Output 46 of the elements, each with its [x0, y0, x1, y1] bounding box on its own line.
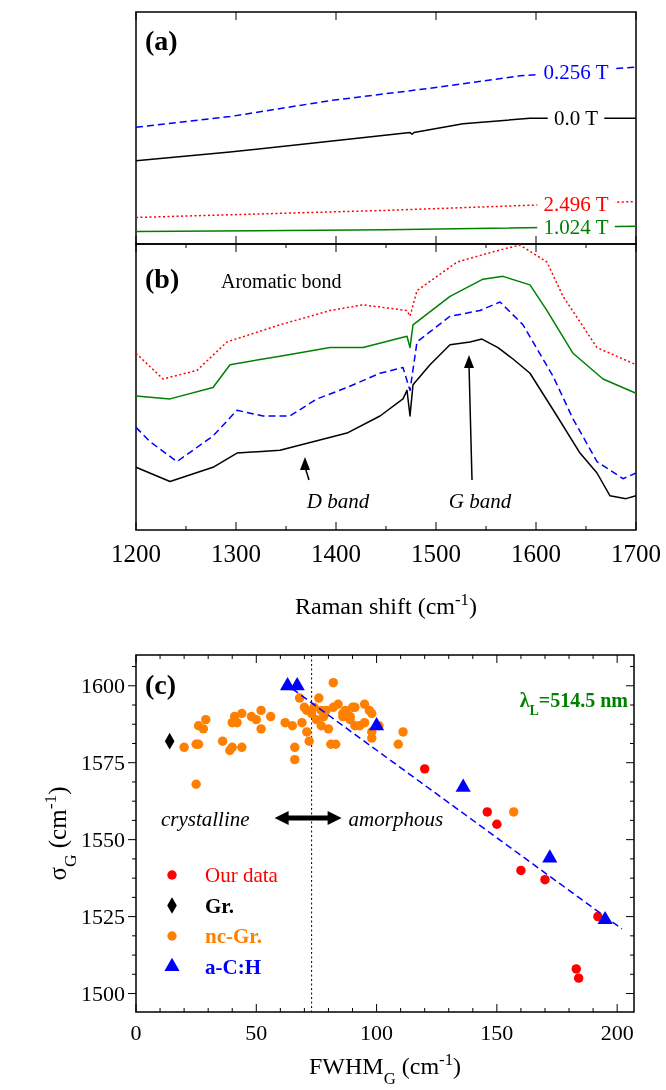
x-tick-label: 0 [130, 1020, 142, 1045]
x-tick-label: 150 [480, 1020, 514, 1045]
x-tick-label: 200 [600, 1020, 634, 1045]
point [542, 849, 558, 863]
point [455, 778, 471, 792]
x-tick-label: 50 [245, 1020, 268, 1045]
annotation: λ$_{L}$=514.5 nm [519, 689, 629, 718]
x-tick-label: 1300 [211, 540, 261, 567]
series-label: 0.256 T [543, 59, 609, 84]
y-tick-label: 1500 [81, 980, 125, 1006]
annotation: (c) [145, 669, 177, 700]
point [368, 717, 385, 731]
series-label: 0.0 T [554, 106, 599, 131]
legend-label: nc-Gr. [205, 924, 262, 948]
annotation: amorphous [348, 807, 444, 831]
point [516, 865, 526, 876]
legend-label: a-C:H [205, 954, 261, 979]
x-tick-label: 1600 [511, 540, 561, 567]
series-label: 2.496 T [543, 191, 609, 216]
point [540, 874, 550, 885]
point [289, 677, 305, 691]
point [571, 964, 581, 974]
y-tick-label: 1550 [81, 826, 125, 852]
x-tick-label: 1200 [111, 540, 161, 567]
x-axis-title: FWHM$_{G}$ (cm$^{-1}$) [308, 1049, 462, 1088]
legend-label: Gr. [205, 893, 234, 918]
point [492, 819, 502, 829]
point [419, 764, 430, 774]
annotation: D band [305, 489, 370, 513]
x-tick-label: 100 [360, 1020, 394, 1045]
annotation: G band [448, 489, 512, 513]
y-tick-label: 1600 [81, 672, 125, 698]
annotation: Aromatic bond [221, 270, 342, 292]
point [573, 973, 584, 983]
series-label: 1.024 T [543, 215, 609, 240]
point [482, 807, 492, 817]
text: (a) [145, 25, 178, 56]
x-tick-label: 1400 [311, 540, 361, 567]
y-tick-label: 1525 [81, 903, 125, 929]
x-tick-label: 1500 [411, 540, 461, 567]
x-axis-title: Raman shift (cm$^{-1}$) [295, 589, 477, 619]
x-tick-label: 1700 [611, 540, 661, 567]
legend-label: Our data [205, 863, 279, 887]
annotation: crystalline [160, 807, 250, 831]
y-tick-label: 1575 [81, 749, 125, 775]
annotation: (b) [145, 263, 180, 294]
